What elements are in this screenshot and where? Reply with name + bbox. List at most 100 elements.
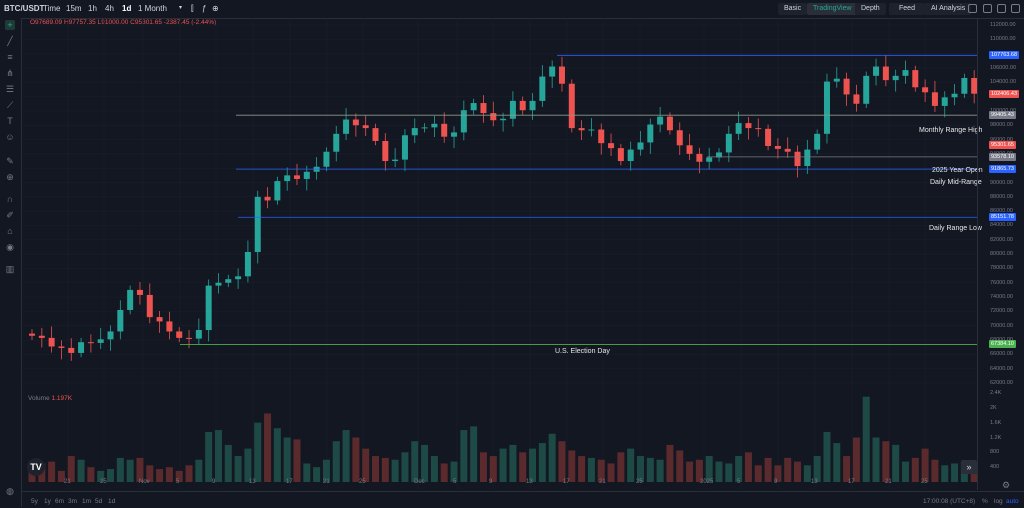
candle-body: [971, 77, 977, 94]
price-label: 88000.00: [990, 193, 1013, 200]
candle: [745, 117, 752, 140]
chart-settings-icon[interactable]: ⚙: [1002, 480, 1011, 490]
trash-icon[interactable]: ▥: [5, 264, 15, 274]
fullscreen-icon[interactable]: [983, 4, 992, 13]
ruler-icon[interactable]: ✎: [6, 156, 14, 166]
candle: [38, 327, 45, 348]
chevron-down-icon[interactable]: ▾: [179, 5, 183, 11]
volume-bar: [97, 470, 105, 482]
range-1y[interactable]: 1y: [44, 498, 51, 505]
candle: [500, 112, 507, 132]
horizontal-line-icon[interactable]: ≡: [7, 52, 13, 62]
tf-4h[interactable]: 4h: [105, 4, 114, 13]
time-label: 9: [489, 479, 493, 485]
range-5d[interactable]: 5d: [95, 498, 103, 505]
volume-bar: [264, 413, 272, 482]
range-6m[interactable]: 6m: [55, 498, 65, 505]
eye-icon[interactable]: ◉: [6, 242, 14, 252]
tab-basic[interactable]: Basic: [778, 3, 808, 15]
layout-icon[interactable]: [968, 4, 977, 13]
object-tree-icon[interactable]: ◍: [6, 486, 14, 496]
candle-body: [588, 129, 595, 131]
price-axis[interactable]: 112000.00110000.00108000.00106000.001040…: [977, 18, 1024, 490]
tf-15m[interactable]: 15m: [66, 4, 82, 13]
volume-bar: [901, 461, 909, 482]
tf-1h[interactable]: 1h: [88, 4, 97, 13]
add-icon[interactable]: ⊕: [212, 4, 219, 13]
percent-toggle[interactable]: %: [982, 498, 988, 505]
settings-icon[interactable]: [1011, 4, 1020, 13]
candle-body: [794, 151, 801, 167]
volume-bar: [391, 459, 399, 482]
volume-bar: [283, 437, 291, 482]
trendline-icon[interactable]: ╱: [7, 36, 13, 46]
volume-axis-label: 2.4K: [990, 390, 1002, 396]
scroll-right-icon[interactable]: »: [961, 460, 977, 474]
range-1d[interactable]: 1d: [108, 498, 116, 505]
candle-body: [205, 285, 212, 331]
screenshot-icon[interactable]: [997, 4, 1006, 13]
lock-icon[interactable]: ⌂: [7, 226, 13, 236]
ai-analysis-button[interactable]: AI Analysis: [925, 3, 972, 15]
zoom-icon[interactable]: ⊕: [6, 172, 14, 182]
price-label: 68000.00: [990, 337, 1013, 343]
time-label: Nov: [139, 479, 150, 485]
pencil-lock-icon[interactable]: ✐: [6, 210, 14, 220]
volume-bar: [214, 430, 222, 482]
candle: [421, 123, 428, 133]
crosshair-icon[interactable]: +: [5, 20, 15, 30]
feed-button[interactable]: Feed: [889, 3, 925, 15]
volume-bar: [636, 456, 644, 482]
tf-time[interactable]: Time: [43, 4, 61, 13]
tab-depth[interactable]: Depth: [855, 3, 886, 15]
candle-body: [853, 94, 860, 104]
candle-body: [29, 333, 35, 336]
volume-bar: [607, 463, 615, 482]
time-label: 9: [212, 479, 216, 485]
range-1m[interactable]: 1m: [82, 498, 92, 505]
chart-grid: [22, 18, 977, 490]
volume-bar: [872, 437, 880, 482]
candles-icon[interactable]: ⫿: [191, 4, 194, 13]
emoji-icon[interactable]: ☺: [5, 132, 15, 142]
candle: [657, 106, 664, 133]
volume-bar: [735, 456, 743, 482]
price-label: 90000.00: [990, 179, 1013, 186]
candle: [843, 72, 850, 106]
volume-bar: [430, 456, 438, 482]
volume-legend: Volume 1.197K: [28, 395, 72, 402]
candle: [156, 311, 163, 333]
pitchfork-icon[interactable]: ⋔: [6, 68, 14, 78]
tf-1month[interactable]: 1 Month: [138, 4, 167, 13]
pattern-icon[interactable]: ⟋: [6, 100, 14, 110]
log-toggle[interactable]: log: [994, 498, 1003, 505]
candle: [48, 326, 55, 353]
volume-bar: [48, 461, 56, 482]
volume-axis-label: 1.6K: [990, 419, 1002, 426]
candle-body: [735, 123, 742, 134]
tf-1d[interactable]: 1d: [122, 4, 132, 13]
volume-bar: [725, 463, 733, 482]
clock-time[interactable]: 17:00:08 (UTC+8): [923, 498, 976, 505]
candlestick-chart[interactable]: [22, 18, 977, 490]
magnet-icon[interactable]: ∩: [6, 194, 14, 204]
auto-toggle[interactable]: auto: [1006, 498, 1019, 505]
candle-body: [902, 70, 909, 76]
candle-body: [58, 346, 65, 348]
text-icon[interactable]: T: [7, 116, 13, 126]
volume-bar: [234, 456, 242, 482]
time-label: 13: [249, 479, 256, 485]
range-5y[interactable]: 5y: [31, 498, 38, 505]
volume-bar: [538, 443, 546, 482]
candle: [598, 123, 605, 155]
candle: [814, 129, 821, 154]
candle-body: [441, 123, 448, 137]
volume-bar: [470, 426, 478, 482]
symbol-label[interactable]: BTC/USDT: [4, 4, 45, 13]
candle: [460, 100, 467, 141]
tab-tradingview[interactable]: TradingView: [807, 3, 858, 15]
indicators-icon[interactable]: ƒ: [202, 4, 207, 13]
candle: [411, 118, 418, 144]
fib-icon[interactable]: ☰: [5, 84, 15, 94]
range-3m[interactable]: 3m: [68, 498, 78, 505]
